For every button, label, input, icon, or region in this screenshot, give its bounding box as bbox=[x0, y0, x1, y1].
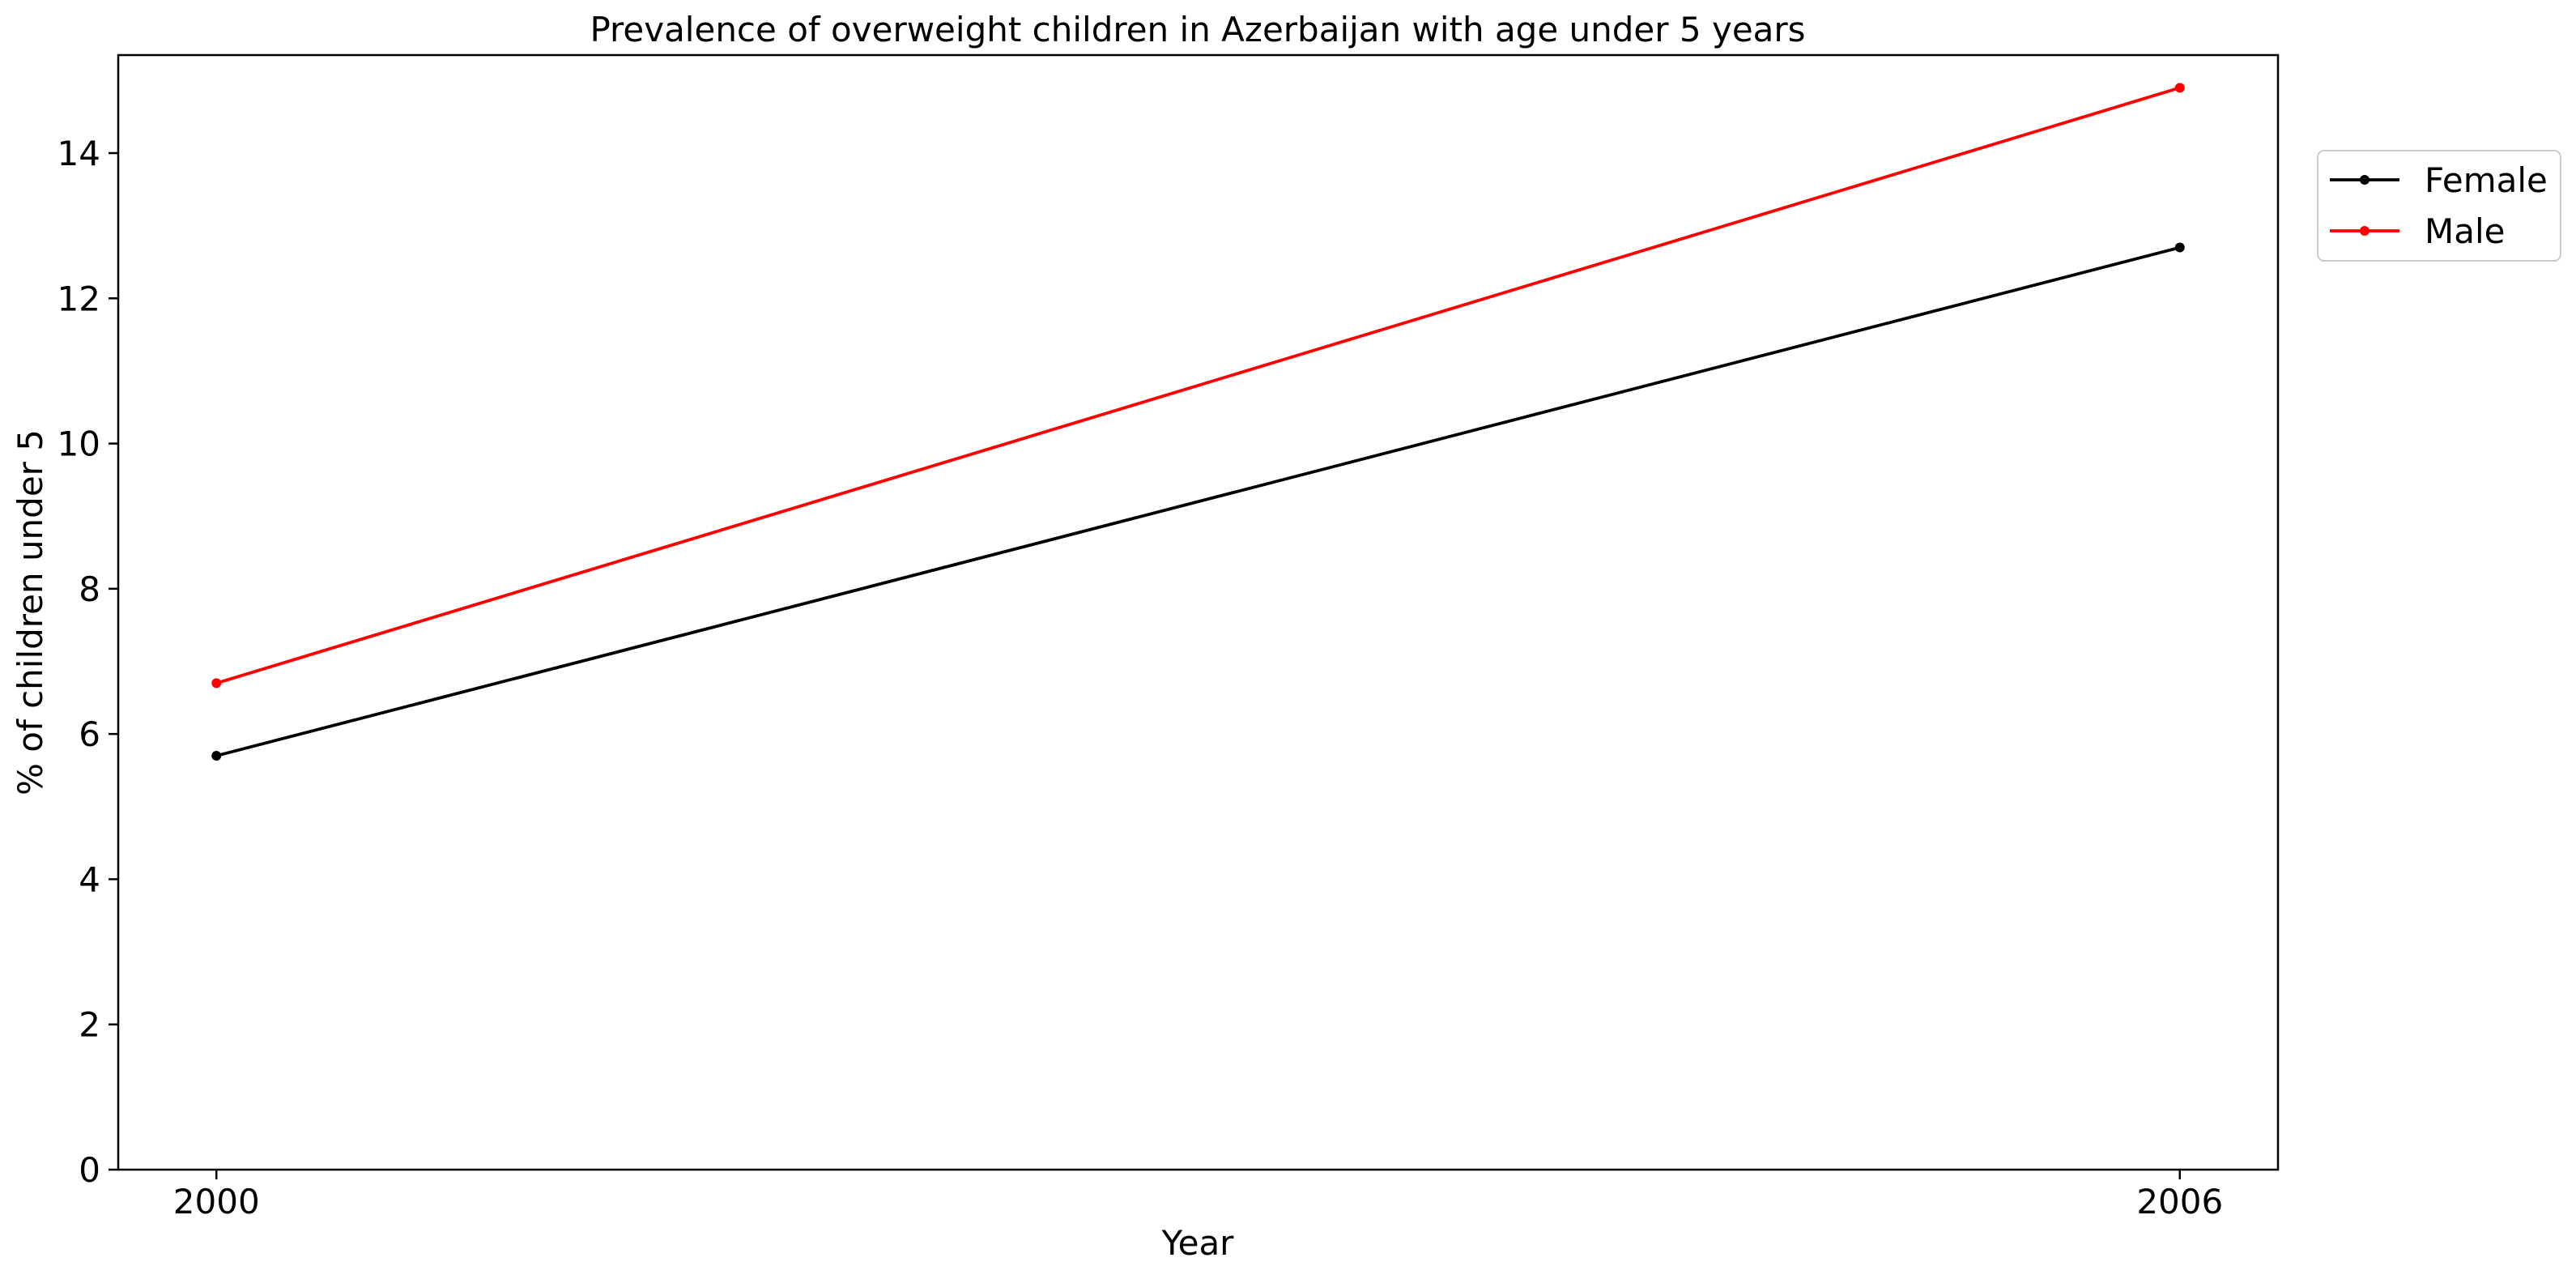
legend: Female Male bbox=[2317, 150, 2561, 262]
data-point-male bbox=[211, 678, 222, 689]
y-tick-label: 12 bbox=[57, 279, 100, 318]
y-axis: 0 2 4 6 8 10 12 14 bbox=[57, 134, 118, 1190]
series-male bbox=[211, 83, 2185, 689]
x-axis-label: Year bbox=[1161, 1223, 1235, 1263]
data-point-female bbox=[2174, 242, 2185, 253]
y-axis-label: % of children under 5 bbox=[11, 429, 50, 795]
legend-label: Male bbox=[2425, 211, 2505, 251]
series-female bbox=[211, 242, 2185, 761]
x-tick-label: 2000 bbox=[173, 1182, 260, 1221]
series-layer bbox=[211, 83, 2185, 761]
chart-title: Prevalence of overweight children in Aze… bbox=[590, 10, 1805, 49]
plot-area-frame bbox=[117, 53, 2280, 1171]
legend-marker bbox=[2360, 226, 2369, 236]
y-tick-label: 8 bbox=[79, 569, 100, 609]
y-tick-label: 6 bbox=[79, 714, 100, 754]
y-tick-label: 2 bbox=[79, 1005, 100, 1045]
data-point-female bbox=[211, 751, 222, 761]
legend-marker bbox=[2360, 175, 2369, 185]
legend-item-female: Female bbox=[2330, 160, 2548, 200]
data-point-male bbox=[2174, 83, 2185, 93]
series-line-male bbox=[215, 86, 2181, 685]
series-line-female bbox=[215, 245, 2181, 757]
y-tick-label: 0 bbox=[79, 1150, 100, 1190]
x-tick-label: 2006 bbox=[2136, 1182, 2223, 1221]
x-axis: 2000 2006 bbox=[173, 1170, 2223, 1221]
legend-box bbox=[2317, 150, 2561, 262]
y-tick-label: 14 bbox=[57, 134, 100, 173]
legend-label: Female bbox=[2425, 160, 2548, 200]
y-tick-label: 4 bbox=[79, 859, 100, 899]
y-tick-label: 10 bbox=[57, 424, 100, 464]
legend-item-male: Male bbox=[2330, 211, 2505, 251]
